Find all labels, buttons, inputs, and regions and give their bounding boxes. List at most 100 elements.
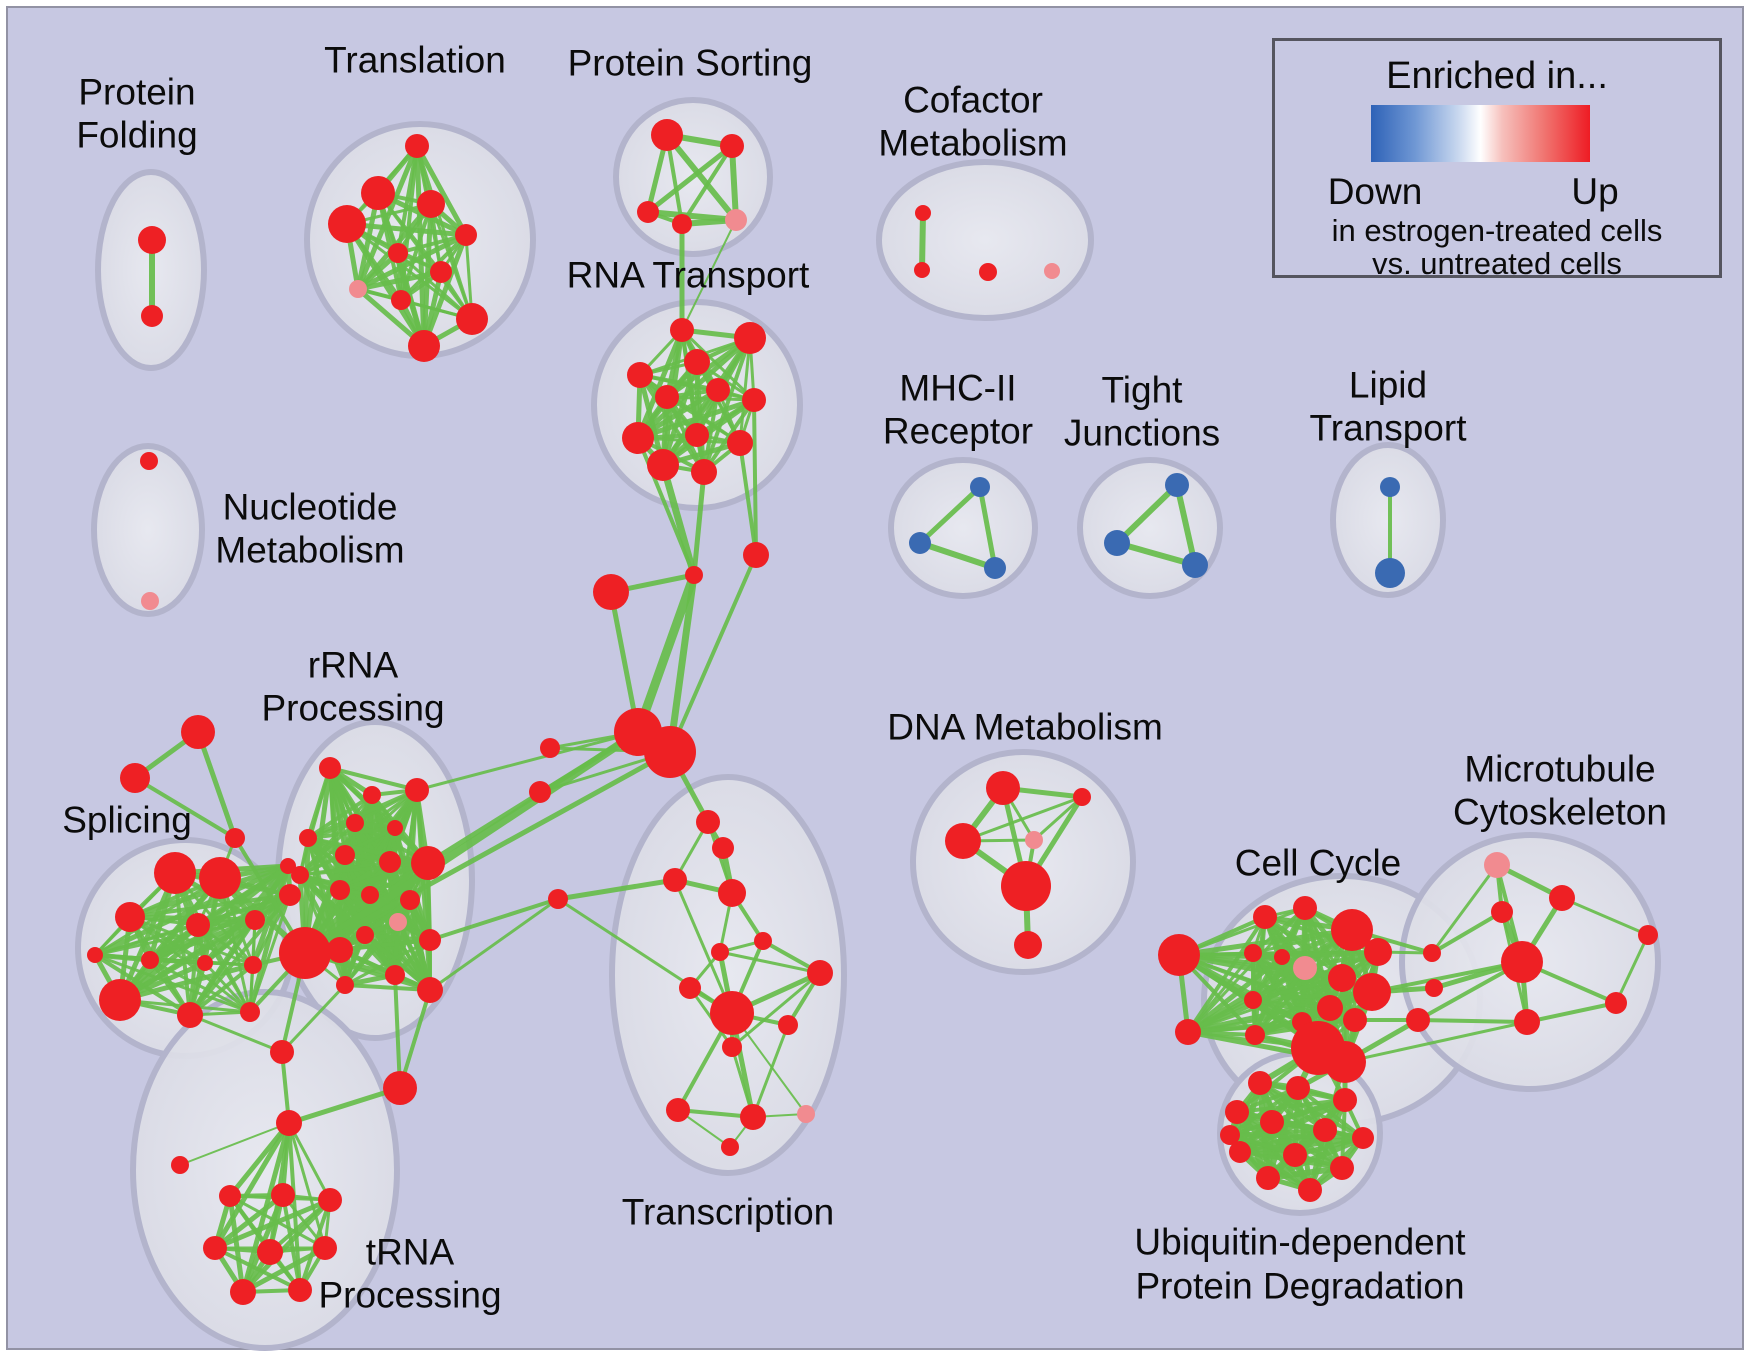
geneset-node-tight_junctions[interactable] — [1104, 530, 1130, 556]
geneset-node-cell_cycle[interactable] — [1324, 1041, 1366, 1083]
geneset-node-rna_transport[interactable] — [685, 423, 709, 447]
geneset-node-cell_cycle[interactable] — [1343, 1008, 1367, 1032]
geneset-node-ubiquitin_degradation[interactable] — [1220, 1125, 1240, 1145]
geneset-node-transcription[interactable] — [711, 943, 729, 961]
geneset-node-connectors[interactable] — [1406, 1008, 1430, 1032]
geneset-node-ubiquitin_degradation[interactable] — [1229, 1141, 1251, 1163]
geneset-node-ubiquitin_degradation[interactable] — [1352, 1127, 1374, 1149]
geneset-node-protein_folding[interactable] — [138, 226, 166, 254]
geneset-node-connectors[interactable] — [225, 828, 245, 848]
geneset-node-rrna_processing[interactable] — [419, 929, 441, 951]
geneset-node-rrna_processing[interactable] — [411, 846, 445, 880]
geneset-node-dna_metabolism[interactable] — [1001, 861, 1051, 911]
geneset-node-mhc_ii_receptor[interactable] — [984, 557, 1006, 579]
geneset-node-dna_metabolism[interactable] — [945, 823, 981, 859]
geneset-node-splicing[interactable] — [197, 955, 213, 971]
geneset-node-connectors[interactable] — [743, 542, 769, 568]
geneset-node-nucleotide_metabolism[interactable] — [141, 592, 159, 610]
geneset-node-cell_cycle[interactable] — [1328, 964, 1356, 992]
geneset-node-tight_junctions[interactable] — [1182, 552, 1208, 578]
geneset-node-cell_cycle[interactable] — [1331, 909, 1373, 951]
geneset-node-protein_sorting[interactable] — [672, 214, 692, 234]
geneset-node-dna_metabolism[interactable] — [1025, 831, 1043, 849]
geneset-node-ubiquitin_degradation[interactable] — [1260, 1110, 1284, 1134]
geneset-node-ubiquitin_degradation[interactable] — [1256, 1166, 1280, 1190]
geneset-node-translation[interactable] — [430, 261, 452, 283]
geneset-node-splicing[interactable] — [240, 1002, 260, 1022]
geneset-node-rrna_processing[interactable] — [361, 886, 379, 904]
geneset-node-cell_cycle[interactable] — [1244, 944, 1262, 962]
geneset-node-cell_cycle[interactable] — [1245, 1025, 1265, 1045]
geneset-node-cell_cycle[interactable] — [1293, 896, 1317, 920]
geneset-node-splicing[interactable] — [245, 910, 265, 930]
geneset-node-dna_metabolism[interactable] — [1073, 788, 1091, 806]
geneset-node-transcription[interactable] — [722, 1037, 742, 1057]
geneset-node-rna_transport[interactable] — [684, 349, 710, 375]
geneset-node-rrna_processing[interactable] — [405, 778, 429, 802]
geneset-node-ubiquitin_degradation[interactable] — [1330, 1156, 1354, 1180]
geneset-node-cell_cycle[interactable] — [1364, 938, 1392, 966]
geneset-node-rna_transport[interactable] — [706, 378, 730, 402]
geneset-node-protein_sorting[interactable] — [720, 134, 744, 158]
geneset-node-rrna_processing[interactable] — [327, 937, 353, 963]
geneset-node-trna_processing[interactable] — [318, 1188, 342, 1212]
geneset-node-ubiquitin_degradation[interactable] — [1333, 1088, 1357, 1112]
geneset-node-cell_cycle[interactable] — [1158, 934, 1200, 976]
geneset-node-rrna_processing[interactable] — [291, 866, 309, 884]
geneset-node-connectors[interactable] — [529, 781, 551, 803]
geneset-node-rrna_processing[interactable] — [400, 890, 420, 910]
geneset-node-rrna_processing[interactable] — [363, 786, 381, 804]
geneset-node-rrna_processing[interactable] — [346, 814, 364, 832]
geneset-node-microtubule_cytoskeleton[interactable] — [1501, 941, 1543, 983]
geneset-node-trna_processing[interactable] — [230, 1279, 256, 1305]
geneset-node-microtubule_cytoskeleton[interactable] — [1605, 992, 1627, 1014]
geneset-node-cell_cycle[interactable] — [1244, 991, 1262, 1009]
geneset-node-protein_sorting[interactable] — [651, 119, 683, 151]
geneset-node-connectors[interactable] — [540, 738, 560, 758]
geneset-node-microtubule_cytoskeleton[interactable] — [1484, 852, 1510, 878]
geneset-node-mhc_ii_receptor[interactable] — [909, 532, 931, 554]
geneset-node-protein_sorting[interactable] — [637, 201, 659, 223]
geneset-node-microtubule_cytoskeleton[interactable] — [1491, 901, 1513, 923]
geneset-node-splicing[interactable] — [177, 1002, 203, 1028]
geneset-node-rrna_processing[interactable] — [279, 927, 331, 979]
geneset-node-trna_processing[interactable] — [257, 1239, 283, 1265]
geneset-node-cell_cycle[interactable] — [1274, 949, 1290, 965]
geneset-node-rna_transport[interactable] — [622, 422, 654, 454]
geneset-node-splicing[interactable] — [279, 884, 301, 906]
geneset-node-protein_folding[interactable] — [141, 305, 163, 327]
geneset-node-dna_metabolism[interactable] — [1014, 931, 1042, 959]
geneset-node-ubiquitin_degradation[interactable] — [1225, 1100, 1249, 1124]
geneset-node-connectors[interactable] — [593, 574, 629, 610]
geneset-node-translation[interactable] — [405, 134, 429, 158]
geneset-node-nucleotide_metabolism[interactable] — [140, 452, 158, 470]
geneset-node-translation[interactable] — [349, 280, 367, 298]
geneset-node-cofactor_metabolism[interactable] — [914, 262, 930, 278]
geneset-node-ubiquitin_degradation[interactable] — [1298, 1178, 1322, 1202]
geneset-node-cell_cycle[interactable] — [1175, 1019, 1201, 1045]
geneset-node-splicing[interactable] — [280, 858, 296, 874]
geneset-node-transcription[interactable] — [666, 1098, 690, 1122]
geneset-node-cofactor_metabolism[interactable] — [915, 205, 931, 221]
geneset-node-connectors[interactable] — [171, 1156, 189, 1174]
geneset-node-rna_transport[interactable] — [742, 388, 766, 412]
geneset-node-splicing[interactable] — [87, 947, 103, 963]
geneset-node-transcription[interactable] — [679, 977, 701, 999]
geneset-node-rrna_processing[interactable] — [336, 976, 354, 994]
geneset-node-translation[interactable] — [328, 205, 366, 243]
geneset-node-trna_processing[interactable] — [219, 1185, 241, 1207]
geneset-node-rrna_processing[interactable] — [319, 757, 341, 779]
geneset-node-connectors[interactable] — [383, 1071, 417, 1105]
geneset-node-rna_transport[interactable] — [670, 318, 694, 342]
geneset-node-cell_cycle[interactable] — [1293, 956, 1317, 980]
geneset-node-ubiquitin_degradation[interactable] — [1283, 1143, 1307, 1167]
geneset-node-transcription[interactable] — [718, 879, 746, 907]
geneset-node-connectors[interactable] — [181, 715, 215, 749]
geneset-node-cofactor_metabolism[interactable] — [979, 263, 997, 281]
geneset-node-splicing[interactable] — [244, 956, 262, 974]
geneset-node-splicing[interactable] — [154, 852, 196, 894]
geneset-node-connectors[interactable] — [120, 763, 150, 793]
geneset-node-transcription[interactable] — [712, 837, 734, 859]
geneset-node-rrna_processing[interactable] — [356, 926, 374, 944]
geneset-node-translation[interactable] — [391, 290, 411, 310]
